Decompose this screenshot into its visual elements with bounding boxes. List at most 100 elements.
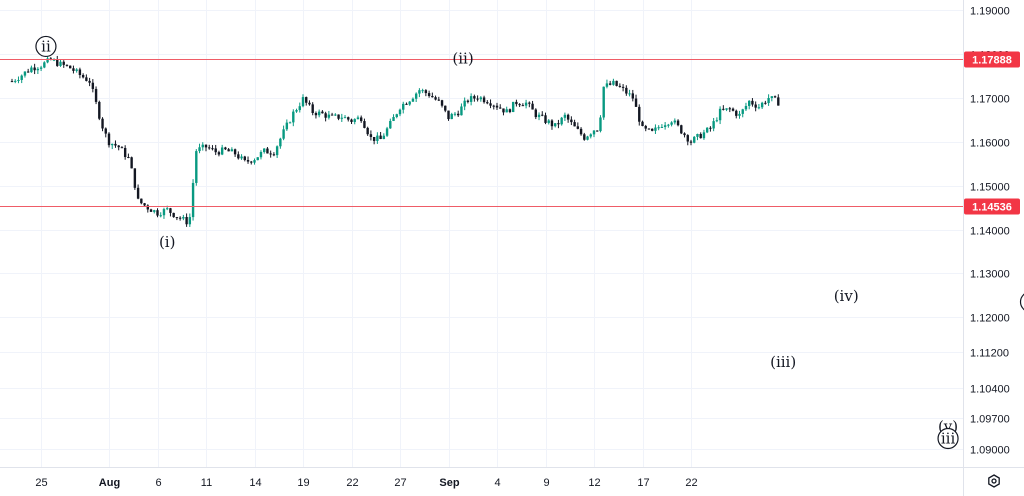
candle-body xyxy=(308,102,311,105)
candle-body xyxy=(356,117,360,120)
candle-body xyxy=(195,151,198,183)
candle-body xyxy=(524,102,528,106)
candle-body xyxy=(434,97,437,100)
price-badges: 1.17888 1.14536 xyxy=(964,51,1020,215)
candle-body xyxy=(146,205,149,210)
wave-label[interactable]: (i) xyxy=(159,233,176,251)
candle-body xyxy=(651,128,654,131)
candle-body xyxy=(634,98,638,107)
candle-body xyxy=(499,107,502,109)
time-tick-label: 14 xyxy=(249,477,261,489)
candle-body xyxy=(246,160,250,162)
price-candles xyxy=(10,55,780,227)
candle-body xyxy=(263,148,266,153)
candle-body xyxy=(515,101,518,105)
price-tick-label: 1.11200 xyxy=(970,348,1009,360)
time-tick-label: Aug xyxy=(99,477,120,489)
price-level-badge-label: 1.14536 xyxy=(972,202,1012,214)
candle-body xyxy=(709,127,712,129)
candle-body xyxy=(715,120,719,122)
wave-label-circled[interactable]: iii xyxy=(937,427,959,450)
candle-body xyxy=(217,152,221,155)
candle-body xyxy=(317,111,321,116)
candle-body xyxy=(421,90,424,92)
candle-body xyxy=(305,97,308,103)
candle-body xyxy=(321,111,324,114)
candle-body xyxy=(259,152,263,158)
candle-body xyxy=(699,133,702,139)
candle-body xyxy=(757,107,761,109)
candle-body xyxy=(350,119,353,122)
candle-body xyxy=(91,82,95,89)
price-axis[interactable]: 1.190001.180001.170001.160001.150001.140… xyxy=(970,6,1010,457)
wave-label-circled[interactable]: ii xyxy=(35,35,57,58)
wave-label[interactable]: (iv) xyxy=(834,287,859,305)
price-level-badge xyxy=(964,198,1020,215)
candle-body xyxy=(178,217,182,219)
candle-body xyxy=(469,96,473,102)
candle-body xyxy=(731,108,735,111)
candle-body xyxy=(418,90,421,94)
candle-body xyxy=(101,118,104,129)
price-tick-label: 1.14000 xyxy=(970,226,1010,238)
candle-body xyxy=(301,97,305,107)
candle-body xyxy=(457,113,460,116)
candle-body xyxy=(298,106,301,111)
candle-body xyxy=(94,88,98,102)
candle-body xyxy=(647,128,651,130)
candle-body xyxy=(314,113,318,116)
candle-body xyxy=(117,145,120,148)
candle-body xyxy=(398,109,402,115)
candle-body xyxy=(424,90,428,94)
candle-body xyxy=(773,96,777,98)
time-tick-label: 9 xyxy=(543,477,549,489)
wave-label[interactable]: (ii) xyxy=(452,49,473,67)
wave-label-text: iii xyxy=(941,429,956,447)
candle-body xyxy=(43,62,46,68)
candle-body xyxy=(754,104,757,108)
candle-body xyxy=(751,100,754,105)
candle-body xyxy=(453,113,457,115)
candle-body xyxy=(544,115,547,123)
candle-body xyxy=(175,217,179,219)
candle-body xyxy=(505,109,508,113)
candle-body xyxy=(162,209,166,216)
candle-body xyxy=(275,146,279,156)
candle-body xyxy=(23,71,27,76)
candle-body xyxy=(621,86,625,88)
candle-body xyxy=(563,114,567,118)
candle-body xyxy=(460,106,463,116)
candle-body xyxy=(586,136,589,140)
candle-body xyxy=(107,133,111,146)
candle-body xyxy=(143,203,146,206)
candle-body xyxy=(78,69,82,76)
price-level-badge-label: 1.17888 xyxy=(972,55,1012,67)
candle-body xyxy=(81,75,85,78)
candle-body xyxy=(566,114,570,120)
settings-icon[interactable] xyxy=(984,471,1004,491)
candle-body xyxy=(153,210,156,212)
candle-body xyxy=(324,113,327,118)
time-axis[interactable]: 25 Aug 6 11 14 19 22 27 Sep 4 9 12 17 22 xyxy=(35,477,697,489)
candle-body xyxy=(149,209,153,212)
candle-body xyxy=(376,135,379,141)
candle-body xyxy=(767,98,770,104)
candle-body xyxy=(541,114,544,116)
candle-body xyxy=(133,168,137,188)
candle-body xyxy=(663,125,667,127)
candle-body xyxy=(33,67,36,71)
candle-body xyxy=(777,97,780,106)
candle-body xyxy=(744,105,748,110)
candle-body xyxy=(528,102,531,104)
candle-body xyxy=(518,104,521,106)
candle-body xyxy=(46,58,49,63)
candle-body xyxy=(253,160,256,163)
candle-body xyxy=(272,154,276,156)
candle-body xyxy=(667,124,670,126)
wave-label-circled[interactable]: iv xyxy=(1019,292,1024,312)
candle-body xyxy=(431,96,434,98)
wave-label[interactable]: (iii) xyxy=(770,353,796,371)
candle-body xyxy=(631,93,634,99)
candle-body xyxy=(311,104,314,114)
